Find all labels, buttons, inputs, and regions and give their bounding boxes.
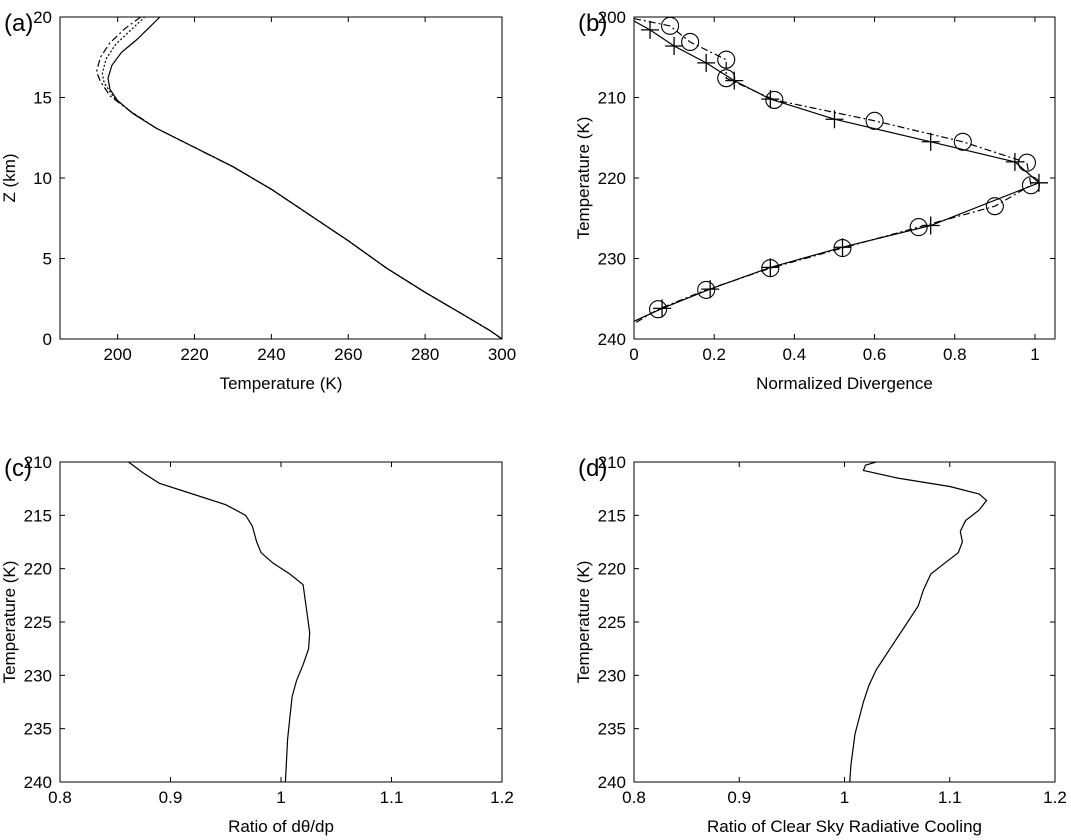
series-line-2 — [95, 16, 503, 340]
plus-marker — [665, 36, 684, 55]
circle-marker — [953, 132, 972, 151]
y-tick-label: 210 — [24, 453, 52, 472]
x-tick-label: 0.4 — [783, 345, 807, 364]
circle-marker — [833, 238, 852, 258]
x-tick-label: 0.6 — [863, 345, 887, 364]
circle-marker — [717, 69, 736, 88]
x-tick-label: 0.9 — [727, 788, 751, 807]
circle-marker — [865, 111, 884, 130]
y-tick-label: 5 — [43, 250, 52, 269]
x-tick-label: 0 — [629, 345, 638, 364]
panel-label: (d) — [578, 455, 607, 482]
y-tick-label: 15 — [33, 89, 52, 108]
circle-marker — [697, 280, 716, 299]
y-tick-label: 10 — [33, 169, 52, 188]
circle-marker — [649, 300, 668, 319]
y-tick-label: 215 — [598, 506, 626, 525]
x-tick-label: 1.1 — [938, 788, 962, 807]
x-tick-label: 1.1 — [380, 788, 404, 807]
y-axis-label: Temperature (K) — [574, 561, 593, 684]
series-line-3 — [101, 16, 503, 340]
y-tick-label: 210 — [598, 453, 626, 472]
panel-d: (d) 0.8 0.9 1 1.1 1.2 210 215 220 225 230 235 240 Rat… — [574, 453, 1067, 836]
y-axis-label: Z (km) — [0, 153, 19, 202]
plot-frame — [59, 461, 503, 783]
y-tick-label: 230 — [598, 666, 626, 685]
circle-marker — [1021, 176, 1040, 195]
panel-a: (a) 200 220 240 260 280 300 0 5 10 15 20 Temperature… — [0, 8, 516, 393]
plus-marker — [761, 90, 780, 109]
y-tick-label: 235 — [598, 720, 626, 739]
x-axis-label: Temperature (K) — [220, 374, 343, 393]
y-tick-label: 0 — [43, 330, 52, 349]
x-tick-label: 1.2 — [1043, 788, 1067, 807]
y-tick-label: 225 — [598, 613, 626, 632]
panel-label: (c) — [4, 455, 32, 482]
y-tick-label: 230 — [598, 250, 626, 269]
circle-marker — [717, 50, 736, 69]
x-tick-label: 0.2 — [702, 345, 726, 364]
circle-marker — [909, 218, 928, 237]
y-tick-label: 220 — [598, 560, 626, 579]
y-tick-label: 240 — [24, 773, 52, 792]
plot-frame — [59, 16, 503, 340]
y-tick-label: 220 — [598, 169, 626, 188]
series-line-1 — [849, 461, 988, 783]
y-tick-label: 20 — [33, 8, 52, 27]
plus-marker — [921, 132, 940, 151]
plus-marker — [653, 299, 672, 318]
plus-marker — [761, 258, 780, 277]
series-line-2 — [633, 18, 1032, 325]
circle-marker — [1017, 153, 1036, 172]
x-tick-label: 1 — [840, 788, 849, 807]
x-tick-label: 280 — [411, 345, 439, 364]
x-tick-label: 0.9 — [159, 788, 183, 807]
x-axis-label: Ratio of Clear Sky Radiative Cooling — [707, 817, 982, 836]
x-axis-label: Normalized Divergence — [756, 374, 933, 393]
y-tick-label: 225 — [24, 613, 52, 632]
x-axis-label: Ratio of dθ/dp — [228, 817, 334, 836]
y-tick-label: 235 — [24, 720, 52, 739]
x-tick-label: 240 — [257, 345, 285, 364]
y-axis-label: Temperature (K) — [574, 117, 593, 240]
panel-c: (c) 0.8 0.9 1 1.1 1.2 210 215 220 225 230 235 240 Rat… — [0, 453, 514, 836]
x-tick-label: 0.8 — [622, 788, 646, 807]
x-tick-label: 200 — [103, 345, 131, 364]
plus-marker — [641, 20, 660, 39]
y-tick-label: 230 — [24, 666, 52, 685]
panel-b: (b) 0 0.2 0.4 0.6 0.8 1 200 210 220 230 240 Normaliz… — [574, 8, 1056, 393]
series-line-1 — [633, 20, 1041, 322]
y-tick-label: 215 — [24, 506, 52, 525]
series-line-1 — [128, 461, 311, 783]
x-tick-label: 1 — [1030, 345, 1039, 364]
x-tick-label: 1.2 — [490, 788, 514, 807]
y-tick-label: 240 — [598, 330, 626, 349]
y-tick-label: 210 — [598, 89, 626, 108]
y-tick-label: 240 — [598, 773, 626, 792]
x-tick-label: 0.8 — [48, 788, 72, 807]
circle-marker — [681, 32, 700, 52]
x-tick-label: 0.8 — [943, 345, 967, 364]
circle-marker — [761, 259, 780, 278]
y-tick-label: 220 — [24, 560, 52, 579]
x-tick-label: 260 — [334, 345, 362, 364]
plus-marker — [1005, 152, 1024, 171]
plot-frame — [633, 16, 1056, 340]
plot-frame — [633, 461, 1056, 783]
panel-label: (a) — [4, 10, 33, 37]
y-tick-label: 200 — [598, 8, 626, 27]
circle-marker — [661, 16, 680, 35]
x-tick-label: 300 — [488, 345, 516, 364]
circle-marker — [985, 197, 1004, 216]
plus-marker — [697, 53, 716, 72]
series-line-1 — [107, 16, 503, 340]
circle-marker — [765, 90, 784, 109]
y-axis-label: Temperature (K) — [0, 561, 19, 684]
plus-marker — [833, 238, 852, 257]
x-tick-label: 1 — [276, 788, 285, 807]
plus-marker — [825, 110, 844, 129]
x-tick-label: 220 — [180, 345, 208, 364]
panel-label: (b) — [578, 10, 607, 37]
